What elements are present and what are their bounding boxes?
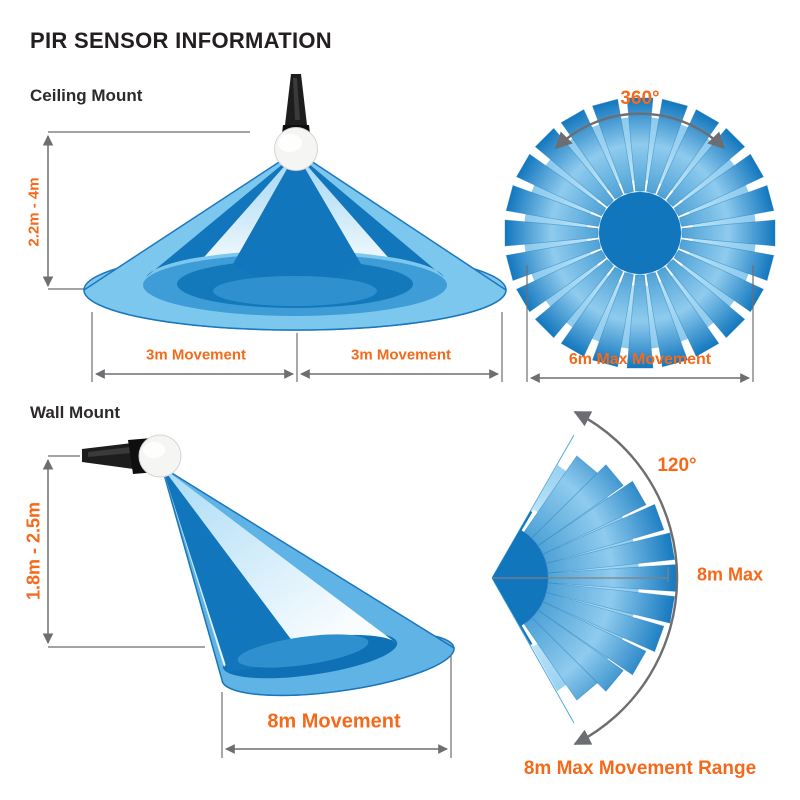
detection-zone-spoke [677,259,740,313]
detection-zone-spoke [666,270,720,333]
ceiling-mount-side-view-figure [42,74,507,382]
wall-mount-side-view-figure [42,434,455,758]
movement-3m-left-label: 3m Movement [145,346,247,364]
wall-mount-top-view-figure [491,410,679,746]
detection-zone-spoke [540,259,603,313]
fan-sector-edges [491,434,575,724]
max-distance-line [492,567,669,582]
wall-detection-beam [161,466,455,697]
detection-zone-spoke [542,592,665,653]
detection-zone-spoke [646,271,688,368]
detection-zone-spoke [560,270,614,333]
detection-zone-spoke [626,274,654,369]
detection-zone-spoke [505,185,602,227]
detection-zone-spoke [542,503,665,564]
wall-mount-label: Wall Mount [30,403,121,422]
detection-zone-spoke [673,249,764,313]
ceiling-sensor-device [274,74,318,171]
coverage-120-label: 120° [657,455,697,476]
detection-zone-spoke [656,266,720,357]
ceiling-detection-cone [83,150,507,331]
detection-zone-spoke [505,239,602,281]
detection-zone-spoke [681,219,776,247]
ceiling-height-dimension [42,131,250,290]
detection-zone-spoke [540,153,603,207]
detection-zone-spoke [666,259,746,339]
detection-zone-spoke [666,133,720,196]
detection-zone-spoke [673,153,764,217]
detection-zone-spoke [534,259,614,339]
detection-zone-spoke [560,266,624,357]
movement-3m-right-label: 3m Movement [350,346,452,364]
wall-height-dimension [42,455,205,648]
radial-detection-zones [504,97,776,369]
detection-zone-spoke [592,271,634,368]
ceiling-mount-label: Ceiling Mount [30,86,143,105]
page-title: PIR SENSOR INFORMATION [30,28,332,53]
detection-zone-spoke [516,153,607,217]
max-movement-range-label: 8m Max Movement Range [523,758,757,779]
ceiling-height-range-label: 2.2m - 4m [25,177,43,247]
detection-zone-spoke [677,153,740,207]
max-movement-dimension [526,265,754,383]
wall-sensor-device [82,434,182,478]
ceiling-movement-dimension [91,312,503,382]
ceiling-mount-top-view-figure [504,97,776,383]
wall-movement-dimension [221,655,452,758]
fan-angle-arc-arrow [573,410,679,746]
detection-zone-spoke [560,133,614,196]
detection-zone-spoke [678,185,775,227]
max-movement-6m-label: 6m Max Movement [568,351,712,368]
coverage-360-label: 360° [620,88,660,109]
movement-8m-label: 8m Movement [267,710,401,733]
coverage-angle-arc-arrow [554,112,726,150]
sensor-center-dot [599,192,681,274]
detection-zone-spoke [678,239,775,281]
detection-zone-spoke [504,219,599,247]
max-distance-8m-label: 8m Max [697,564,764,585]
wall-height-range-label: 1.8m - 2.5m [23,501,44,601]
detection-zone-spoke [516,249,607,313]
